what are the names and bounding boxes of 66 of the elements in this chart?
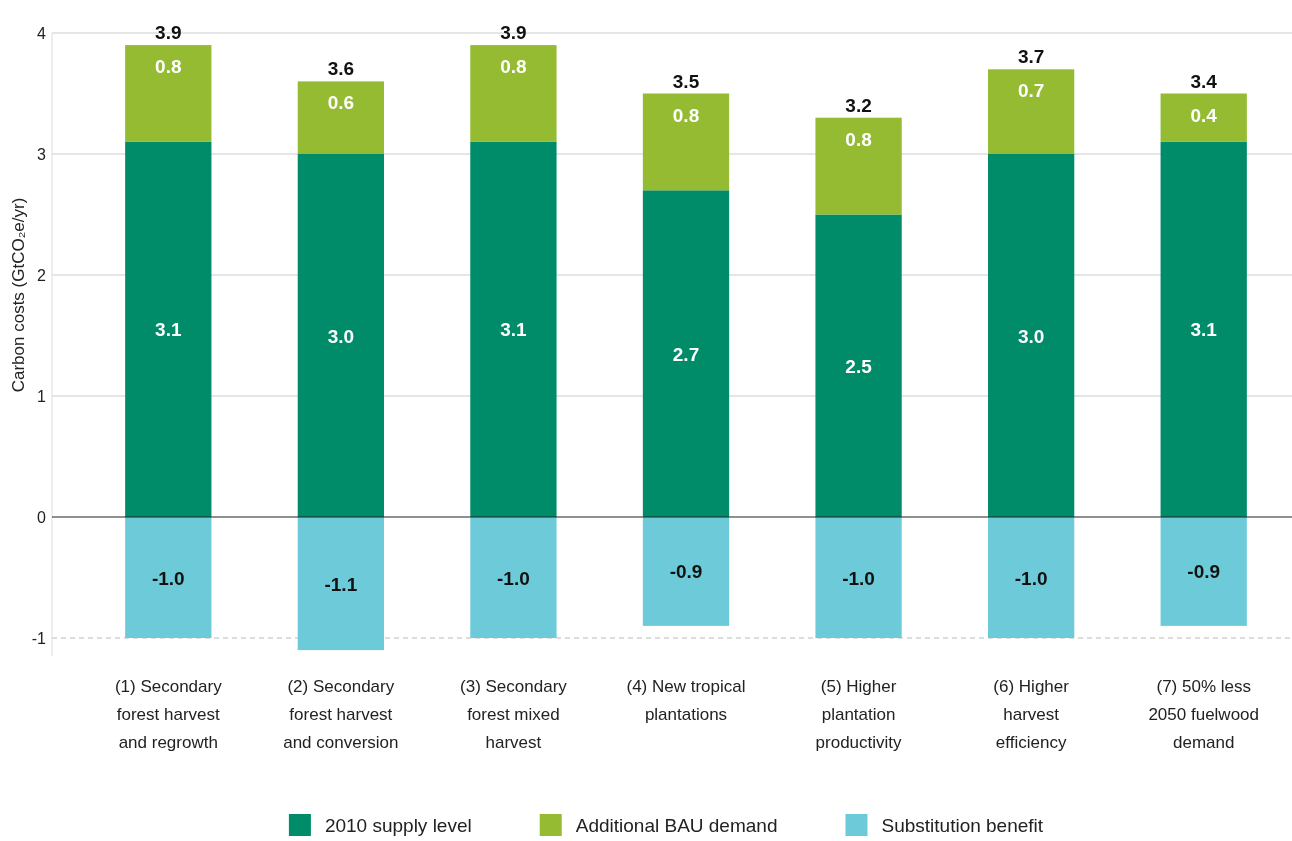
bar <box>642 517 730 626</box>
bar <box>642 190 730 517</box>
bar <box>125 517 212 638</box>
bar <box>125 45 212 142</box>
y-tick-label: 4 <box>37 24 47 42</box>
x-tick-label: (6) Higher harvest efficiency <box>993 677 1070 753</box>
legend-label: Additional BAU demand <box>575 815 778 836</box>
bar <box>1160 517 1247 626</box>
y-tick-label: 3 <box>37 145 47 163</box>
bar <box>642 93 730 191</box>
data-label: 0.8 <box>672 104 700 126</box>
data-label: 0.7 <box>1017 80 1045 102</box>
bar <box>988 517 1075 638</box>
bar <box>297 81 384 154</box>
bar <box>988 69 1075 154</box>
data-label: -1.0 <box>842 567 875 589</box>
data-label: -1.0 <box>1014 567 1048 589</box>
annotation: 3.2 <box>845 94 872 116</box>
bar <box>125 141 212 517</box>
legend-label: Substitution benefit <box>881 815 1044 836</box>
bar <box>815 117 902 215</box>
y-tick-label: 0 <box>37 508 47 526</box>
annotation: 3.4 <box>1190 70 1218 92</box>
annotation: 3.5 <box>672 70 700 92</box>
data-label: 2.5 <box>845 355 873 377</box>
data-label: 3.1 <box>500 319 528 341</box>
bar <box>1160 141 1247 517</box>
data-label: 0.8 <box>845 128 872 150</box>
y-axis-title: Carbon costs (GtCO₂e/yr) <box>9 197 28 393</box>
annotation: 3.6 <box>327 58 355 80</box>
y-tick-label: 2 <box>37 266 47 284</box>
data-label: -0.9 <box>1187 561 1221 583</box>
x-tick-label: (3) Secondary forest mixed harvest <box>460 677 568 753</box>
y-tick-label: 1 <box>37 387 47 405</box>
data-label: 3.0 <box>327 325 355 347</box>
annotation: 3.9 <box>155 22 182 44</box>
legend-label: 2010 supply level <box>324 815 472 836</box>
data-label: 0.6 <box>327 92 355 114</box>
bar <box>470 141 557 517</box>
bar <box>470 517 557 638</box>
data-label: 3.1 <box>155 319 182 341</box>
data-label: -1.0 <box>497 567 530 589</box>
x-tick-label: (7) 50% less 2050 fuelwood demand <box>1148 677 1260 753</box>
bar <box>815 517 902 638</box>
bar <box>297 517 384 651</box>
annotation: 3.7 <box>1017 46 1045 68</box>
bar <box>470 45 557 142</box>
data-label: 0.4 <box>1190 104 1218 126</box>
data-label: -1.0 <box>151 567 185 589</box>
data-label: 3.1 <box>1190 319 1218 341</box>
x-tick-label: (1) Secondary forest harvest and regrowth <box>114 677 223 753</box>
annotation: 3.9 <box>500 22 527 44</box>
data-label: -1.1 <box>324 573 358 595</box>
data-label: 3.0 <box>1017 325 1045 347</box>
data-label: 0.8 <box>500 56 527 78</box>
data-label: 2.7 <box>672 343 700 365</box>
data-label: -0.9 <box>669 561 703 583</box>
bar <box>1160 93 1247 142</box>
x-tick-label: (5) Higher plantation productivity <box>815 677 903 753</box>
bar <box>988 154 1075 517</box>
data-label: 0.8 <box>155 56 182 78</box>
y-tick-label: -1 <box>31 629 47 647</box>
bar <box>297 154 384 517</box>
bar <box>815 214 902 517</box>
x-tick-label: (2) Secondary forest harvest and conversion <box>283 677 399 753</box>
x-tick-label: (4) New tropical plantations <box>626 677 746 725</box>
